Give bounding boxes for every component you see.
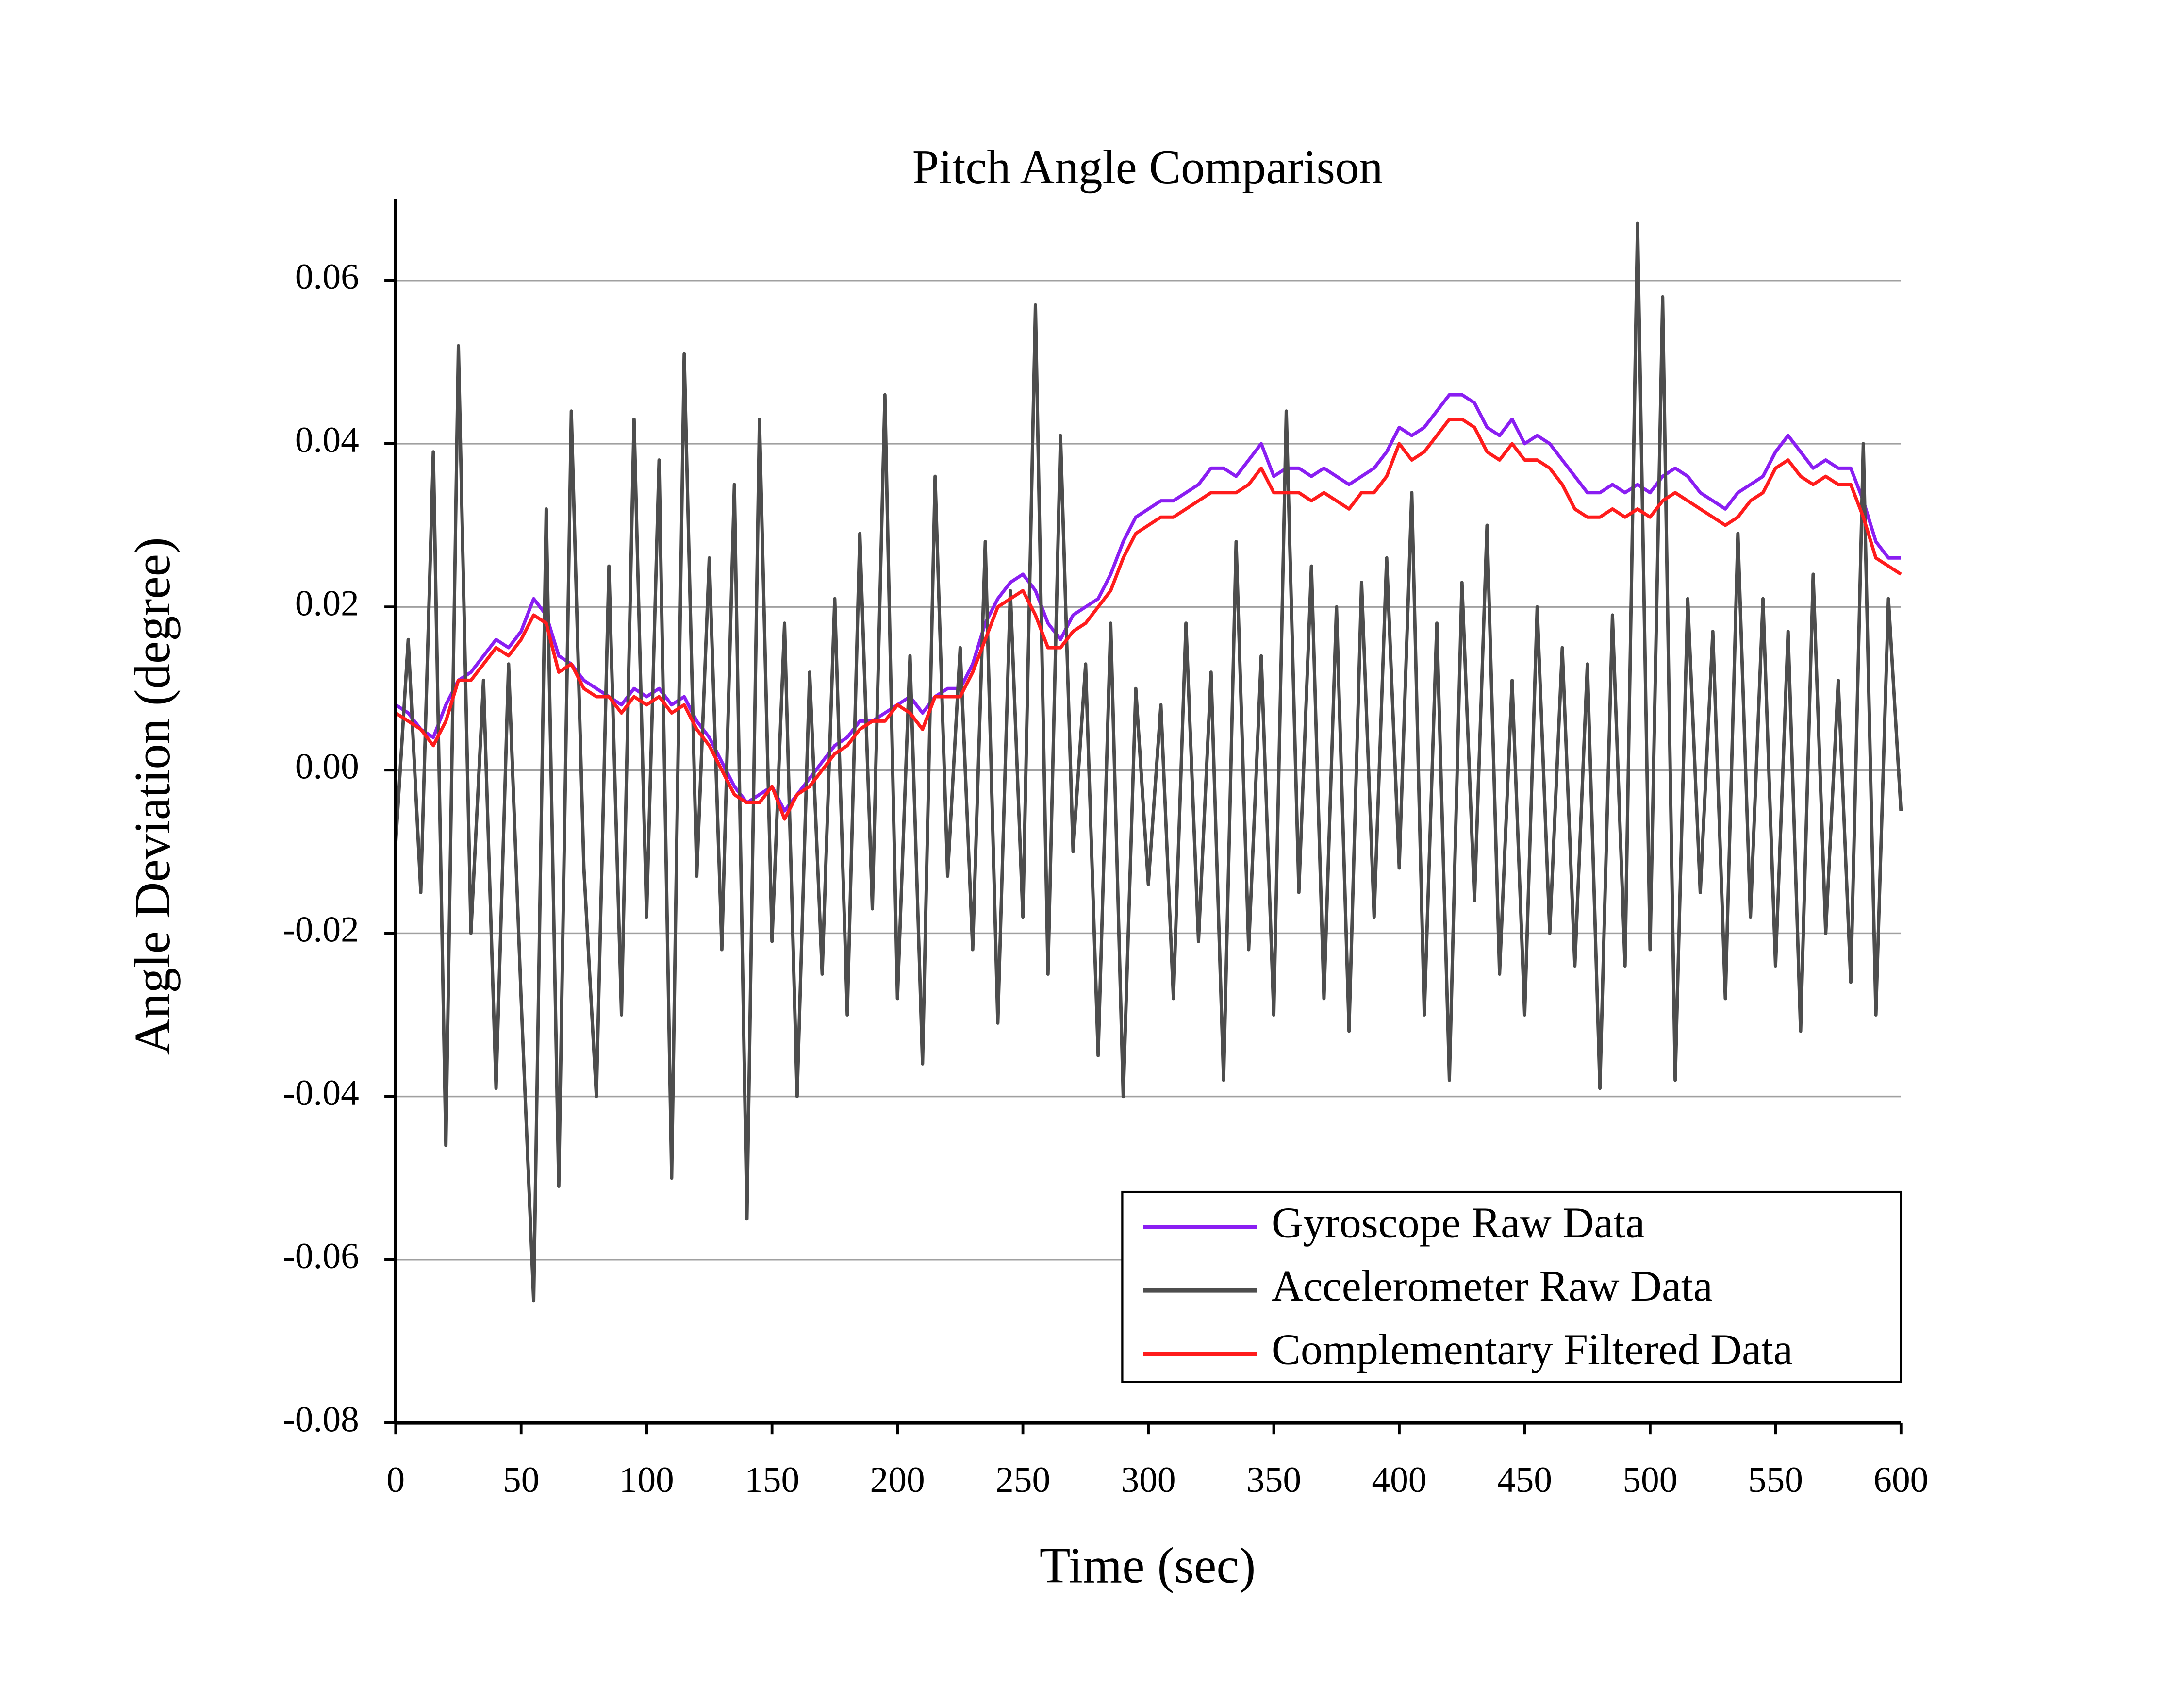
series-line — [395, 418, 1902, 821]
y-tick-label: 0.02 — [295, 583, 359, 623]
x-tick-label: 150 — [745, 1460, 799, 1500]
x-tick-label: 50 — [503, 1460, 539, 1500]
x-tick-label: 450 — [1497, 1460, 1552, 1500]
series-line — [394, 221, 1903, 1303]
legend-label: Complementary Filtered Data — [1272, 1325, 1793, 1373]
x-tick-label: 200 — [870, 1460, 925, 1500]
x-tick-label: 100 — [619, 1460, 674, 1500]
x-tick-label: 400 — [1372, 1460, 1426, 1500]
y-tick-label: -0.02 — [283, 910, 359, 950]
y-tick-label: 0.06 — [295, 257, 359, 297]
grid — [396, 280, 1901, 1261]
legend-box — [1121, 1190, 1903, 1383]
y-tick-label: -0.04 — [283, 1073, 359, 1113]
legend-label: Gyroscope Raw Data — [1272, 1199, 1645, 1247]
axes: -0.08 -0.06 -0.04 -0.02 0.00 0.02 0.04 0.06 0 50 1… — [283, 199, 1928, 1500]
x-tick-label: 350 — [1246, 1460, 1301, 1500]
x-axis-title: Time (sec) — [1040, 1538, 1256, 1594]
x-tick-label: 500 — [1622, 1460, 1677, 1500]
y-tick-label: 0.04 — [295, 420, 359, 460]
y-tick-label: 0.00 — [295, 747, 359, 787]
legend: Gyroscope Raw Data Accelerometer Raw Data… — [1121, 1190, 1903, 1383]
x-tick-label: 600 — [1873, 1460, 1928, 1500]
x-tick-label: 0 — [386, 1460, 405, 1500]
y-tick-label: -0.06 — [283, 1236, 359, 1276]
y-tick-label: -0.08 — [283, 1399, 359, 1439]
chart-title: Pitch Angle Comparison — [912, 141, 1383, 194]
legend-label: Accelerometer Raw Data — [1272, 1262, 1713, 1310]
x-tick-label: 300 — [1121, 1460, 1175, 1500]
series-line — [395, 393, 1901, 813]
plot-area — [394, 221, 1903, 1303]
x-tick-label: 550 — [1748, 1460, 1803, 1500]
x-tick-label: 250 — [995, 1460, 1050, 1500]
y-axis-title: Angle Deviation (degree) — [124, 537, 181, 1055]
